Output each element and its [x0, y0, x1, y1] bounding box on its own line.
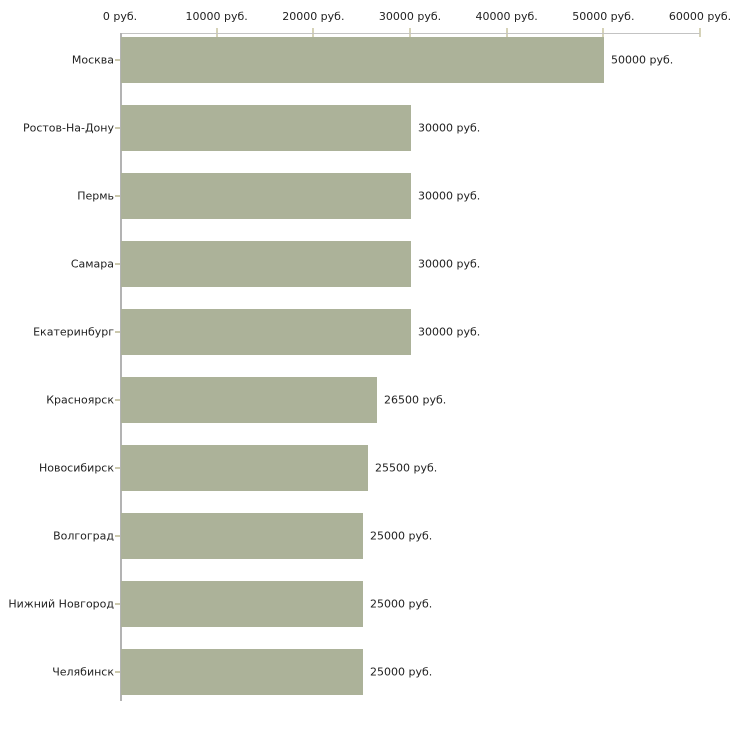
category-tick-mark — [115, 671, 120, 673]
value-label: 25000 руб. — [370, 665, 433, 679]
category-tick-mark — [115, 399, 120, 401]
x-tick-label: 50000 руб. — [572, 10, 635, 23]
x-tick-mark — [505, 28, 508, 37]
x-tick-mark — [699, 28, 701, 37]
category-label: Красноярск — [46, 393, 114, 407]
x-tick-label: 40000 руб. — [475, 10, 538, 23]
x-tick-label: 30000 руб. — [378, 10, 442, 23]
bar-row: Пермь 30000 руб. — [0, 162, 730, 230]
category-tick-mark — [115, 195, 120, 197]
x-tick-mark — [409, 28, 411, 37]
category-label: Пермь — [77, 189, 114, 203]
value-label: 25500 руб. — [375, 461, 438, 475]
bar-row: Нижний Новгород 25000 руб. — [0, 570, 730, 638]
x-tick-label: 0 руб. — [102, 10, 138, 23]
value-label: 26500 руб. — [384, 393, 447, 407]
bar-7 — [121, 445, 368, 491]
bar-row: Челябинск 25000 руб. — [0, 638, 730, 706]
category-tick-mark — [115, 263, 120, 265]
category-label: Волгоград — [53, 529, 114, 543]
value-label: 30000 руб. — [418, 325, 481, 339]
bar-10 — [121, 649, 363, 695]
category-tick-mark — [115, 331, 120, 333]
x-tick-label: 10000 руб. — [185, 10, 248, 23]
category-label: Челябинск — [52, 665, 114, 679]
category-label: Самара — [70, 257, 114, 271]
category-label: Москва — [71, 53, 114, 67]
bar-row: Красноярск 26500 руб. — [0, 366, 730, 434]
bar-3 — [121, 173, 411, 219]
bar-row: Новосибирск 25500 руб. — [0, 434, 730, 502]
bar-9 — [121, 581, 363, 627]
category-tick-mark — [115, 59, 120, 61]
value-label: 50000 руб. — [611, 53, 674, 67]
x-axis-line — [120, 33, 700, 34]
value-label: 25000 руб. — [370, 597, 433, 611]
bar-row: Екатеринбург 30000 руб. — [0, 298, 730, 366]
bar-8 — [121, 513, 363, 559]
bar-row: Ростов-На-Дону 30000 руб. — [0, 94, 730, 162]
category-tick-mark — [115, 127, 120, 129]
x-tick-label: 20000 руб. — [282, 10, 345, 23]
bar-row: Волгоград 25000 руб. — [0, 502, 730, 570]
category-tick-mark — [115, 603, 120, 605]
value-label: 30000 руб. — [418, 257, 481, 271]
category-label: Ростов-На-Дону — [22, 121, 114, 135]
value-label: 25000 руб. — [370, 529, 433, 543]
value-label: 30000 руб. — [418, 189, 481, 203]
category-label: Екатеринбург — [33, 325, 114, 339]
bar-1 — [121, 37, 604, 83]
category-label: Нижний Новгород — [8, 597, 114, 611]
x-tick-mark — [215, 28, 218, 37]
category-label: Новосибирск — [38, 461, 114, 475]
x-tick-mark — [312, 28, 315, 37]
bar-4 — [121, 241, 411, 287]
bar-row: Самара 30000 руб. — [0, 230, 730, 298]
value-label: 30000 руб. — [418, 121, 481, 135]
bar-2 — [121, 105, 411, 151]
x-tick-mark — [602, 28, 605, 37]
y-axis-line — [120, 33, 122, 701]
bar-5 — [121, 309, 411, 355]
bar-row: Москва 50000 руб. — [0, 26, 730, 94]
x-tick-label: 60000 руб. — [668, 10, 730, 23]
category-tick-mark — [115, 535, 120, 537]
category-tick-mark — [115, 467, 120, 469]
bar-6 — [121, 377, 377, 423]
